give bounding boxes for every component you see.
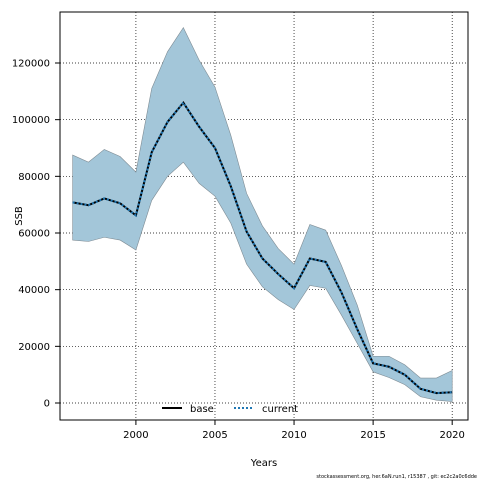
series-line-current [72,100,453,395]
footer-note: stockassessment.org, her.6aN.run1, r1538… [316,474,477,480]
x-tick-label: 2015 [360,430,385,441]
x-axis: 2000 2005 2010 2015 2020 [123,420,465,441]
plot-frame [59,11,469,421]
x-tick-label: 2005 [202,430,227,441]
y-tick-label: 60000 [18,229,50,240]
x-tick-label: 2010 [281,430,306,441]
y-tick-label: 20000 [18,342,50,353]
y-axis-title: SSB [14,206,25,226]
legend-label-current: current [262,404,298,415]
legend-label-base: base [190,404,214,415]
y-tick-label: 100000 [12,115,50,126]
y-tick-label: 120000 [12,59,50,70]
legend: base current [162,404,298,415]
y-tick-label: 80000 [18,172,50,183]
y-tick-label: 0 [44,399,50,410]
x-axis-title: Years [250,458,277,469]
y-axis: 0 20000 40000 60000 80000 100000 120000 [12,59,60,410]
y-tick-label: 40000 [18,285,50,296]
x-tick-label: 2020 [439,430,464,441]
x-tick-label: 2000 [123,430,148,441]
